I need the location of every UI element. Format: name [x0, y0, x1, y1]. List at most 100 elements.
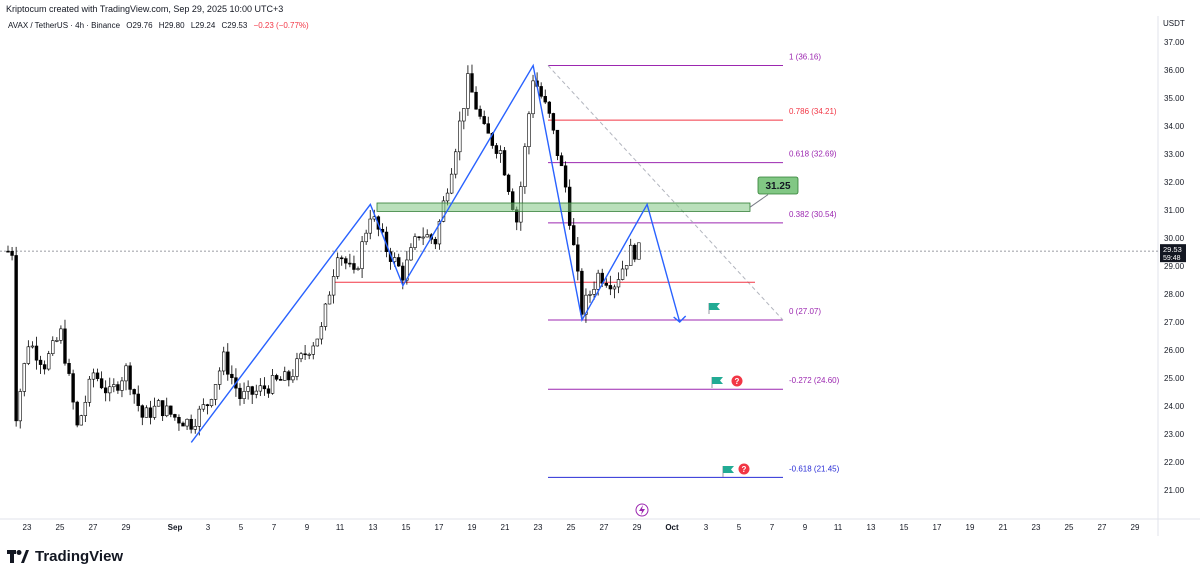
candle-body [580, 270, 584, 315]
candle-body [173, 414, 177, 418]
candle-body [38, 359, 43, 365]
x-tick-label: 15 [900, 523, 909, 532]
candle-body [6, 250, 10, 253]
price-chart[interactable]: 37.00 36.00 35.00 34.00 33.00 32.00 31.00 30.00… [0, 16, 1200, 536]
y-tick-label: 30.00 [1164, 234, 1185, 243]
candle-body [319, 326, 324, 340]
question-icon-glyph: ? [735, 377, 740, 386]
candle-body [238, 387, 242, 400]
x-tick-label: 23 [23, 523, 32, 532]
x-tick-label: 7 [770, 523, 775, 532]
candle-body [79, 415, 83, 426]
x-tick-label: Oct [665, 523, 679, 532]
tradingview-brand[interactable]: TradingView [7, 548, 123, 565]
candle-body [498, 150, 503, 154]
candle-body [14, 255, 18, 422]
fib-level-label: 0.618 (32.69) [789, 150, 837, 159]
candle-body [156, 400, 161, 407]
y-tick-label: 27.00 [1164, 318, 1185, 327]
candle-body [299, 353, 303, 360]
candle-body [604, 282, 608, 286]
candle-body [523, 146, 527, 187]
x-tick-label: 23 [534, 523, 543, 532]
resistance-callout[interactable] [757, 176, 799, 195]
candle-body [177, 417, 181, 424]
candle-body [547, 101, 552, 114]
x-tick-label: 27 [600, 523, 609, 532]
y-tick-label: 25.00 [1164, 374, 1185, 383]
candle-body [270, 375, 275, 394]
candle-body [116, 384, 120, 391]
candle-body [307, 354, 311, 356]
arrow-head [673, 315, 687, 323]
x-tick-label: 9 [305, 523, 310, 532]
x-tick-label: 5 [239, 523, 244, 532]
candle-body [335, 257, 340, 277]
candle-body [303, 353, 307, 356]
x-tick-label: 3 [206, 523, 211, 532]
x-tick-label: 27 [89, 523, 98, 532]
x-tick-label: 17 [933, 523, 942, 532]
candle-body [620, 268, 625, 280]
fib-level-label: 0.382 (30.54) [789, 210, 837, 219]
candle-body [83, 402, 88, 416]
symbol-name[interactable]: AVAX / TetherUS · 4h · Binance [8, 21, 121, 30]
candle-body [87, 378, 92, 403]
pattern-path[interactable] [190, 63, 681, 443]
candle-body [352, 263, 356, 270]
x-tick-label: 15 [402, 523, 411, 532]
fib-level-label: -0.618 (21.45) [789, 464, 840, 473]
ohlc-low: L29.24 [190, 21, 216, 30]
candle-body [572, 225, 576, 246]
chart-area[interactable]: 37.00 36.00 35.00 34.00 33.00 32.00 31.00 30.00… [0, 16, 1200, 536]
target-flag-icon[interactable] [723, 466, 734, 473]
x-tick-label: 25 [567, 523, 576, 532]
y-tick-label: 33.00 [1164, 150, 1185, 159]
candle-body [34, 345, 39, 361]
candle-body [401, 265, 405, 281]
candle-body [502, 150, 507, 176]
candle-body [95, 372, 100, 379]
candle-body [421, 236, 425, 239]
candle-body [576, 244, 580, 272]
y-tick-label: 34.00 [1164, 122, 1185, 131]
candle-body [42, 364, 47, 370]
y-tick-label: 35.00 [1164, 94, 1185, 103]
candle-body [624, 265, 629, 270]
tradingview-logo-icon [7, 550, 29, 563]
candle-body [555, 129, 560, 156]
fib-level-label: 0 (27.07) [789, 307, 821, 316]
candle-body [262, 385, 267, 390]
candle-body [478, 108, 482, 117]
y-tick-label: 31.00 [1164, 206, 1185, 215]
resistance-zone[interactable] [376, 202, 751, 212]
candle-body [608, 285, 613, 290]
x-tick-label: 19 [468, 523, 477, 532]
candle-body [26, 346, 31, 364]
question-icon-glyph: ? [742, 465, 747, 474]
question-icon[interactable] [738, 463, 750, 475]
brand-name: TradingView [35, 548, 124, 565]
candle-body [612, 286, 617, 290]
candle-body [112, 384, 116, 388]
candle-body [181, 422, 185, 427]
candle-body [140, 405, 145, 418]
candle-body [124, 365, 128, 382]
candle-body [482, 116, 486, 124]
candle-body [230, 373, 234, 379]
ohlc-close: C29.53 [221, 21, 248, 30]
candle-body [291, 376, 295, 381]
y-tick-label: 21.00 [1164, 486, 1185, 495]
candle-body [75, 401, 79, 426]
target-flag-icon[interactable] [709, 303, 720, 310]
question-icon[interactable] [731, 375, 743, 387]
candle-body [250, 386, 254, 395]
candle-body [128, 365, 132, 390]
x-tick-label: 11 [336, 523, 345, 532]
resistance-callout-label: 31.25 [765, 181, 790, 192]
price-change: −0.23 (−0.77%) [253, 21, 309, 30]
ohlc-open: O29.76 [126, 21, 153, 30]
fib-level-label: 0.786 (34.21) [789, 107, 837, 116]
target-flag-icon[interactable] [712, 377, 723, 384]
candle-body [213, 384, 218, 400]
